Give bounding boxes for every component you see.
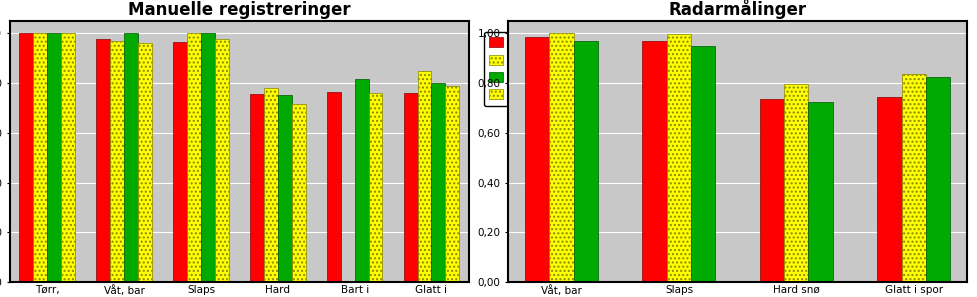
Legend: Rett strekning, Like før kurve, Gjennom kurve, Utgang kurve: Rett strekning, Like før kurve, Gjennom … bbox=[484, 31, 603, 106]
Bar bbox=[33, 33, 47, 282]
Bar bbox=[446, 86, 459, 282]
Bar bbox=[20, 33, 33, 282]
Bar bbox=[643, 41, 666, 282]
Bar bbox=[525, 37, 549, 282]
Bar bbox=[691, 46, 715, 282]
Bar bbox=[926, 77, 951, 282]
Bar bbox=[215, 40, 229, 282]
Bar bbox=[47, 33, 62, 282]
Bar bbox=[97, 40, 110, 282]
Bar bbox=[201, 33, 215, 282]
Bar bbox=[264, 88, 277, 282]
Bar bbox=[432, 83, 446, 282]
Bar bbox=[417, 71, 432, 282]
Bar bbox=[62, 33, 75, 282]
Bar bbox=[785, 84, 809, 282]
Bar bbox=[368, 93, 382, 282]
Title: Radarmålinger: Radarmålinger bbox=[668, 0, 807, 19]
Bar bbox=[327, 92, 341, 282]
Bar bbox=[877, 97, 902, 282]
Bar bbox=[760, 99, 785, 282]
Bar bbox=[809, 102, 832, 282]
Bar bbox=[549, 33, 573, 282]
Bar bbox=[187, 33, 201, 282]
Bar bbox=[573, 41, 598, 282]
Bar bbox=[138, 43, 151, 282]
Title: Manuelle registreringer: Manuelle registreringer bbox=[128, 1, 351, 19]
Bar bbox=[355, 79, 368, 282]
Bar bbox=[110, 41, 124, 282]
Bar bbox=[124, 33, 138, 282]
Bar bbox=[666, 34, 691, 282]
Bar bbox=[292, 104, 306, 282]
Bar bbox=[173, 42, 187, 282]
Bar bbox=[902, 74, 926, 282]
Bar bbox=[277, 95, 292, 282]
Bar bbox=[250, 94, 264, 282]
Bar bbox=[404, 93, 417, 282]
